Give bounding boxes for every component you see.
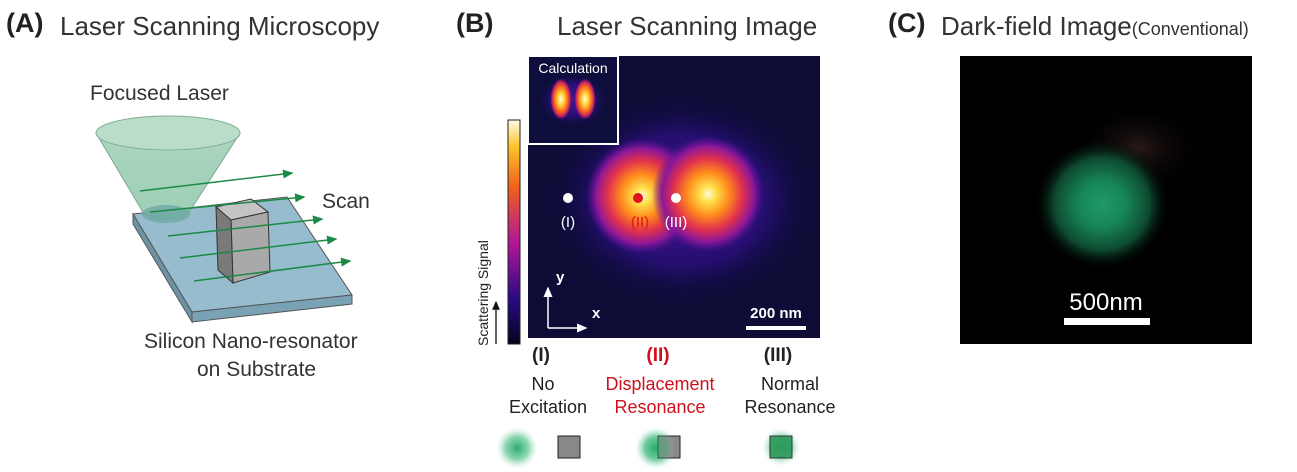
case-ii-beam-overlap-icon (636, 428, 676, 468)
resonator-caption-line2: on Substrate (197, 358, 317, 381)
point-i-label: (I) (561, 214, 575, 231)
case-i-line2: Excitation (509, 397, 587, 417)
case-iii-numeral: (III) (764, 345, 793, 366)
laser-spot (142, 205, 190, 223)
resonator-caption-line1: Silicon Nano-resonator (144, 330, 358, 353)
dark-field-image: 500nm (960, 56, 1252, 344)
case-ii-numeral: (II) (646, 345, 669, 366)
panel-c-title-wrap: Dark-field Image(Conventional) (941, 11, 1249, 42)
colorbar-label: Scattering Signal (475, 240, 491, 346)
colorbar (507, 119, 521, 345)
dark-field-spot (1034, 138, 1170, 270)
inset-halo (537, 72, 609, 128)
laser-scanning-image-figure: Calculation (I) (II) (III) y x 200 nm Sc… (475, 55, 836, 469)
axis-y-label: y (556, 269, 565, 286)
case-i-numeral: (I) (532, 345, 550, 366)
point-iii (671, 193, 681, 203)
panel-a-letter: (A) (6, 8, 44, 38)
inset-label: Calculation (538, 60, 607, 76)
point-ii-label: (II) (631, 214, 649, 231)
laser-cone-top (95, 115, 241, 151)
panel-c-letter: (C) (888, 8, 926, 38)
case-i-resonator-icon (557, 435, 581, 459)
case-i-beam-icon (496, 427, 538, 469)
dark-field-scalebar (1064, 318, 1150, 325)
point-i (563, 193, 573, 203)
inset-left-lobe (550, 78, 572, 120)
laser-scanning-schematic (95, 115, 353, 324)
panel-b-letter: (B) (456, 8, 494, 38)
panel-a-title: Laser Scanning Microscopy (60, 11, 380, 41)
axis-x-label: x (592, 305, 601, 322)
case-ii-line2: Resonance (614, 397, 705, 417)
case-iii-line2: Resonance (744, 397, 835, 417)
point-iii-label: (III) (665, 214, 688, 231)
case-iii-line1: Normal (761, 374, 819, 394)
inset-right-lobe (574, 78, 596, 120)
focused-laser-label: Focused Laser (90, 82, 229, 105)
pillar-side (215, 205, 234, 285)
scalebar (746, 326, 806, 330)
scalebar-label: 200 nm (750, 305, 802, 322)
substrate-left (132, 212, 193, 324)
scan-arrows (139, 169, 352, 282)
dark-field-scalebar-label: 500nm (1069, 289, 1142, 316)
scan-label: Scan (322, 190, 370, 213)
panel-b-title: Laser Scanning Image (557, 11, 818, 41)
panel-c-title: Dark-field Image (941, 11, 1132, 41)
case-i-line1: No (531, 374, 554, 394)
case-ii-line1: Displacement (605, 374, 714, 394)
case-iii-resonator-icon (769, 435, 793, 459)
point-ii (633, 193, 643, 203)
panel-c-title-suffix: (Conventional) (1131, 19, 1249, 39)
right-lobe (652, 136, 764, 252)
